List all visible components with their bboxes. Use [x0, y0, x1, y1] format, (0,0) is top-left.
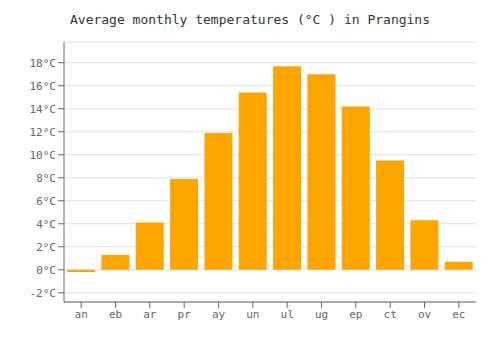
- svg-text:un: un: [246, 308, 259, 321]
- svg-text:ec: ec: [452, 308, 465, 321]
- svg-text:ay: ay: [212, 308, 226, 321]
- svg-text:10°C: 10°C: [30, 149, 57, 162]
- svg-text:ov: ov: [418, 308, 432, 321]
- svg-text:18°C: 18°C: [30, 57, 57, 70]
- svg-text:ct: ct: [384, 308, 397, 321]
- svg-text:2°C: 2°C: [36, 241, 56, 254]
- svg-text:4°C: 4°C: [36, 218, 56, 231]
- svg-text:12°C: 12°C: [30, 126, 57, 139]
- svg-text:eb: eb: [109, 308, 122, 321]
- html-text:Average monthly temperatures (: Average monthly temperatures (°C ) in Pr…: [70, 12, 430, 27]
- svg-text:8°C: 8°C: [36, 172, 56, 185]
- svg-text:ul: ul: [281, 308, 294, 321]
- svg-text:16°C: 16°C: [30, 80, 57, 93]
- svg-text:ep: ep: [349, 308, 362, 321]
- svg-text:14°C: 14°C: [30, 103, 57, 116]
- svg-text:0°C: 0°C: [36, 264, 56, 277]
- svg-text:-2°C: -2°C: [30, 287, 57, 300]
- svg-text:ug: ug: [315, 308, 328, 321]
- svg-text:an: an: [75, 308, 88, 321]
- svg-text:ar: ar: [143, 308, 157, 321]
- svg-text:pr: pr: [178, 308, 192, 321]
- svg-text:6°C: 6°C: [36, 195, 56, 208]
